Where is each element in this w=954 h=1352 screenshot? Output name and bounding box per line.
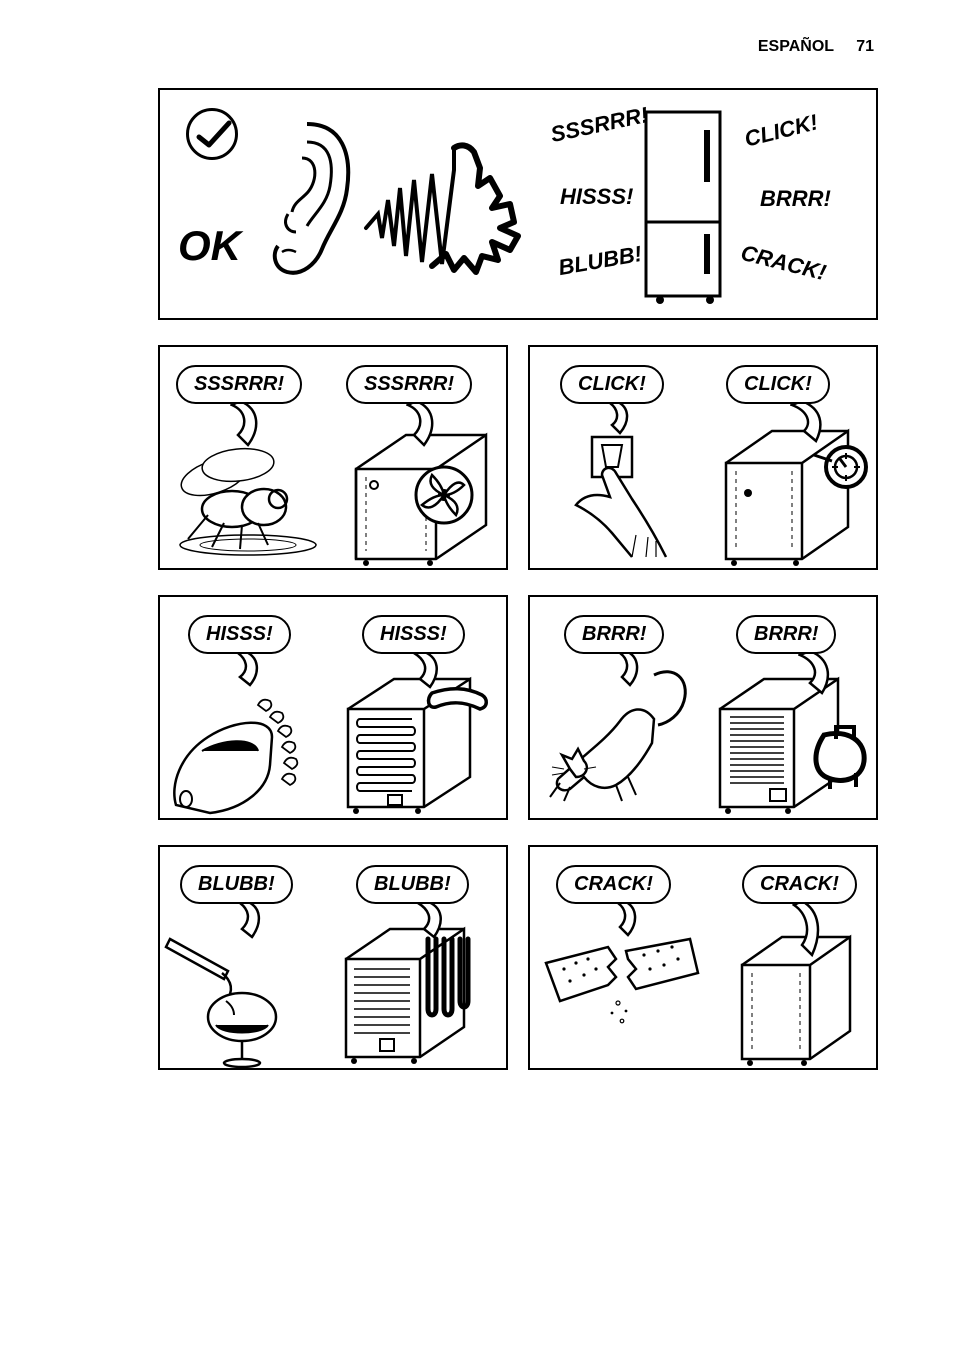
sound-hisss: HISSS! (560, 184, 633, 210)
fridge-icon (640, 106, 730, 306)
bubble-hisss-2: HISSS! (362, 615, 465, 654)
sound-click: CLICK! (742, 109, 821, 152)
sound-brrr: BRRR! (760, 186, 831, 212)
soundwave-icon (360, 138, 550, 278)
bubble-brrr-1: BRRR! (564, 615, 664, 654)
ok-label: OK (178, 222, 241, 270)
checkmark-icon (186, 108, 238, 160)
bubble-sssrrr-2: SSSRRR! (346, 365, 472, 404)
ear-icon (252, 114, 362, 284)
bubble-hisss-1: HISSS! (188, 615, 291, 654)
panel-hisss: HISSS! HISSS! (158, 595, 508, 820)
bubble-click-1: CLICK! (560, 365, 664, 404)
bubble-click-2: CLICK! (726, 365, 830, 404)
panel-normal-sounds: OK SSSRRR! HISSS! BLUBB! CLICK! BRRR! CR… (158, 88, 878, 320)
page-number: 71 (856, 38, 874, 55)
bubble-sssrrr-1: SSSRRR! (176, 365, 302, 404)
panel-sssrrr: SSSRRR! SSSRRR! (158, 345, 508, 570)
bubble-brrr-2: BRRR! (736, 615, 836, 654)
sound-crack: CRACK! (738, 240, 828, 286)
panel-blubb: BLUBB! BLUBB! (158, 845, 508, 1070)
bubble-blubb-2: BLUBB! (356, 865, 469, 904)
hand-switch-icon (536, 417, 706, 567)
sound-blubb: BLUBB! (556, 241, 644, 281)
bubble-crack-1: CRACK! (556, 865, 671, 904)
panel-brrr: BRRR! BRRR! (528, 595, 878, 820)
sound-sssrrr: SSSRRR! (548, 102, 650, 148)
panel-crack: CRACK! CRACK! (528, 845, 878, 1070)
fridge-compressor-icon (706, 659, 878, 819)
language-label: ESPAÑOL (758, 38, 834, 55)
page-header: ESPAÑOL 71 (758, 38, 874, 56)
panel-click: CLICK! CLICK! (528, 345, 878, 570)
fly-icon (168, 435, 328, 565)
bubble-crack-2: CRACK! (742, 865, 857, 904)
bubble-blubb-1: BLUBB! (180, 865, 293, 904)
cracker-icon (536, 929, 706, 1039)
